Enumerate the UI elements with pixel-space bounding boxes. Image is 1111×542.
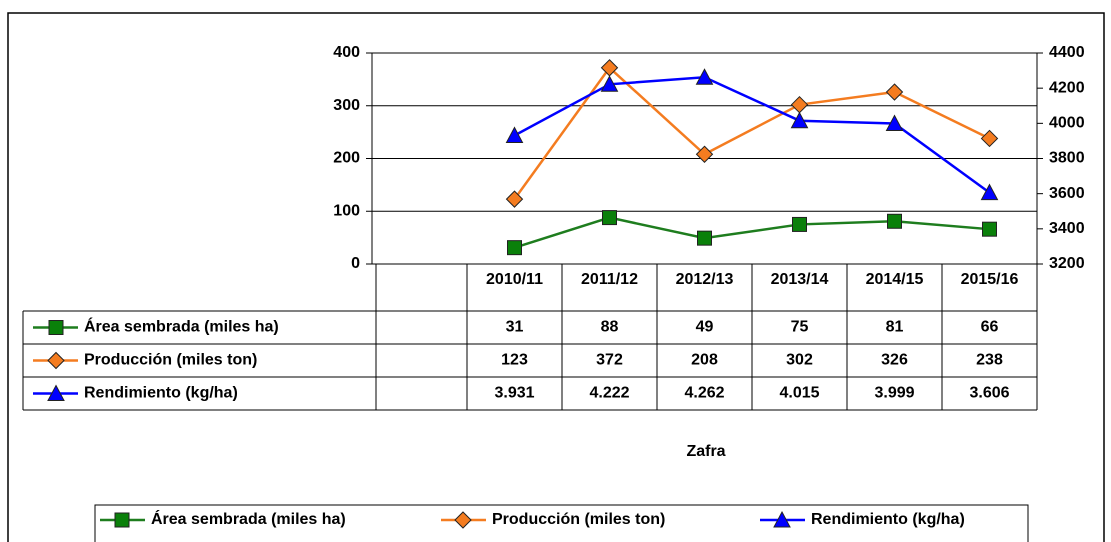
legend-label: Rendimiento (kg/ha) [811, 511, 965, 528]
y-tick-label: 200 [333, 150, 360, 167]
x-tick-label: 2011/12 [581, 271, 638, 288]
y-tick-label: 300 [333, 97, 360, 114]
table-cell: 81 [886, 319, 904, 336]
legend-key-marker [454, 511, 472, 529]
x-tick-label: 2012/13 [676, 271, 734, 288]
table-cell: 4.262 [684, 385, 724, 402]
y2-tick-label: 3400 [1049, 220, 1085, 237]
table-cell: 326 [881, 352, 908, 369]
table-cell: 208 [691, 352, 718, 369]
data-point [887, 213, 902, 229]
y-tick-label: 0 [351, 255, 360, 272]
y-tick-label: 100 [333, 202, 360, 219]
chart-frame [7, 12, 1105, 542]
table-cell: 238 [976, 352, 1003, 369]
table-cell: 302 [786, 352, 813, 369]
data-point [980, 183, 999, 201]
series-line [513, 65, 991, 200]
table-key-marker [47, 384, 65, 401]
data-point [790, 111, 809, 129]
x-axis-title: Zafra [686, 443, 725, 460]
x-tick-label: 2013/14 [771, 271, 829, 288]
table-cell: 66 [981, 319, 999, 336]
data-point [982, 221, 997, 237]
table-cell: 3.931 [494, 385, 534, 402]
y-tick-label: 400 [333, 44, 360, 61]
table-row-label: Producción (miles ton) [84, 352, 257, 369]
x-tick-label: 2010/11 [486, 271, 543, 288]
data-point [792, 216, 807, 232]
data-point [505, 190, 524, 208]
data-point [885, 83, 904, 101]
data-point [695, 68, 714, 85]
table-key-marker [47, 351, 65, 370]
table-cell: 3.606 [969, 385, 1009, 402]
data-point [505, 126, 524, 143]
table-row-label: Rendimiento (kg/ha) [84, 385, 238, 402]
table-cell: 123 [501, 352, 528, 369]
x-tick-label: 2015/16 [961, 271, 1019, 288]
table-row-label: Área sembrada (miles ha) [84, 317, 279, 336]
table-cell: 88 [601, 319, 619, 336]
table-cell: 4.222 [589, 385, 629, 402]
x-tick-label: 2014/15 [866, 271, 924, 288]
legend-key-marker [773, 510, 791, 528]
series-line [514, 216, 990, 249]
table-cell: 4.015 [779, 385, 819, 402]
data-point [602, 210, 617, 226]
y2-tick-label: 3800 [1049, 150, 1085, 167]
table-cell: 3.999 [874, 385, 914, 402]
data-point [885, 114, 904, 132]
table-cell: 31 [506, 319, 524, 336]
data-point [695, 145, 714, 163]
data-point [600, 75, 619, 92]
table-cell: 372 [596, 352, 623, 369]
y2-tick-label: 3600 [1049, 185, 1085, 202]
data-point [980, 129, 999, 148]
table-cell: 49 [696, 319, 714, 336]
data-point [697, 230, 712, 246]
legend-label: Producción (miles ton) [492, 511, 665, 528]
legend-key-marker [114, 512, 130, 528]
legend-box [94, 504, 1029, 542]
y2-tick-label: 4400 [1049, 44, 1085, 61]
y2-tick-label: 3200 [1049, 255, 1085, 272]
y2-tick-label: 4000 [1049, 115, 1085, 132]
y2-tick-label: 4200 [1049, 79, 1085, 96]
table-cell: 75 [791, 319, 809, 336]
legend-label: Área sembrada (miles ha) [151, 509, 346, 528]
data-point [507, 240, 522, 256]
table-key-marker [48, 320, 64, 335]
series-line [513, 75, 991, 194]
